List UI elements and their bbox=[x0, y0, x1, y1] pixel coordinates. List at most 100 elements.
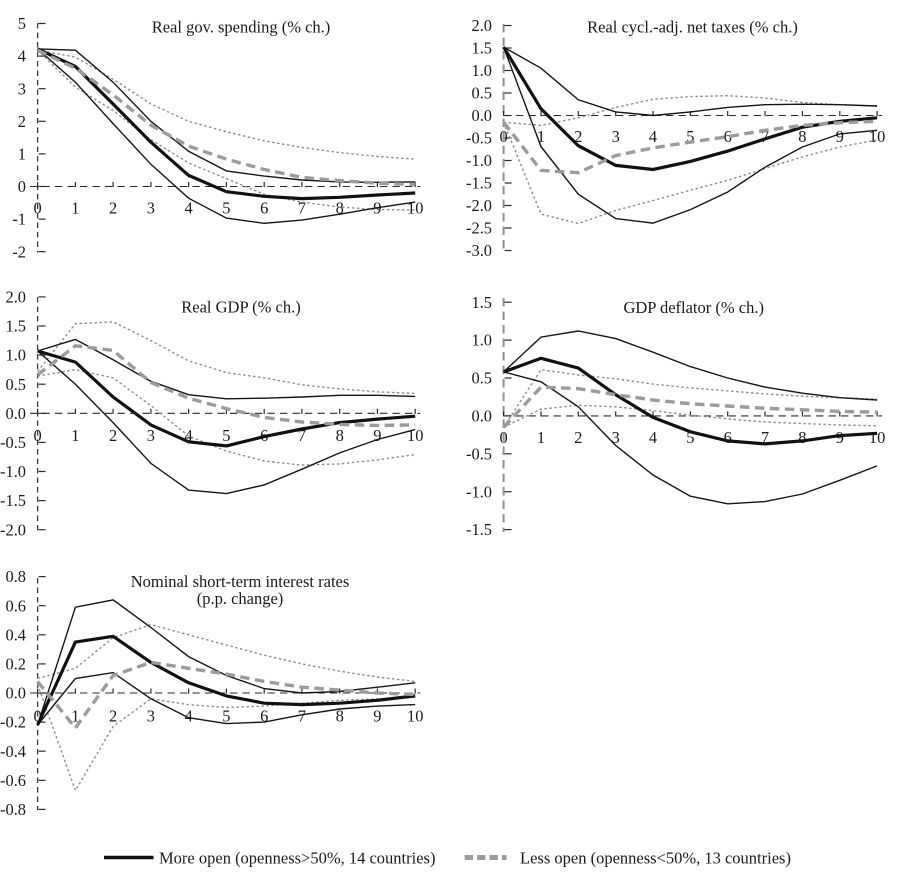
svg-text:5: 5 bbox=[686, 428, 694, 447]
svg-text:-1.0: -1.0 bbox=[466, 151, 492, 170]
svg-text:6: 6 bbox=[260, 199, 268, 218]
svg-text:10: 10 bbox=[869, 428, 885, 447]
svg-text:0.0: 0.0 bbox=[472, 106, 493, 125]
svg-text:9: 9 bbox=[373, 707, 381, 726]
svg-text:2: 2 bbox=[18, 112, 26, 131]
svg-text:2.0: 2.0 bbox=[472, 16, 493, 35]
svg-text:8: 8 bbox=[336, 199, 344, 218]
svg-text:5: 5 bbox=[222, 426, 230, 445]
svg-text:1: 1 bbox=[537, 428, 545, 447]
svg-text:4: 4 bbox=[649, 428, 657, 447]
svg-text:5: 5 bbox=[18, 14, 26, 33]
svg-text:(p.p. change): (p.p. change) bbox=[197, 589, 284, 608]
svg-text:10: 10 bbox=[869, 127, 885, 146]
svg-text:1.5: 1.5 bbox=[472, 293, 493, 312]
svg-text:6: 6 bbox=[260, 707, 268, 726]
svg-text:10: 10 bbox=[407, 426, 423, 445]
svg-text:8: 8 bbox=[336, 707, 344, 726]
svg-text:Real gov. spending (% ch.): Real gov. spending (% ch.) bbox=[152, 18, 331, 37]
svg-text:3: 3 bbox=[18, 79, 26, 98]
svg-text:1.0: 1.0 bbox=[6, 346, 27, 365]
svg-text:-3.0: -3.0 bbox=[466, 241, 492, 260]
svg-text:1.0: 1.0 bbox=[472, 61, 493, 80]
svg-text:7: 7 bbox=[761, 127, 769, 146]
svg-text:1.5: 1.5 bbox=[6, 317, 27, 336]
svg-text:GDP deflator (% ch.): GDP deflator (% ch.) bbox=[623, 298, 764, 317]
svg-text:4: 4 bbox=[184, 707, 192, 726]
svg-text:-0.5: -0.5 bbox=[466, 129, 492, 148]
svg-text:-1: -1 bbox=[12, 210, 26, 229]
svg-text:7: 7 bbox=[298, 199, 306, 218]
svg-text:2.0: 2.0 bbox=[6, 288, 27, 307]
svg-text:3: 3 bbox=[612, 428, 620, 447]
svg-text:5: 5 bbox=[686, 127, 694, 146]
svg-text:1: 1 bbox=[71, 707, 79, 726]
svg-text:-2: -2 bbox=[12, 242, 26, 261]
svg-text:7: 7 bbox=[298, 707, 306, 726]
svg-text:3: 3 bbox=[147, 199, 155, 218]
svg-text:2: 2 bbox=[109, 707, 117, 726]
svg-text:0.5: 0.5 bbox=[472, 369, 493, 388]
svg-text:-1.5: -1.5 bbox=[466, 520, 492, 539]
svg-text:-2.0: -2.0 bbox=[466, 196, 492, 215]
svg-text:4: 4 bbox=[649, 127, 657, 146]
svg-text:1.0: 1.0 bbox=[472, 331, 493, 350]
svg-text:-0.5: -0.5 bbox=[0, 433, 26, 452]
svg-text:0.6: 0.6 bbox=[6, 596, 27, 615]
svg-text:Real cycl.-adj. net taxes (% c: Real cycl.-adj. net taxes (% ch.) bbox=[587, 18, 798, 37]
svg-text:1: 1 bbox=[537, 127, 545, 146]
svg-text:6: 6 bbox=[724, 127, 732, 146]
svg-text:3: 3 bbox=[147, 426, 155, 445]
svg-text:2: 2 bbox=[109, 426, 117, 445]
svg-text:-0.2: -0.2 bbox=[0, 713, 26, 732]
svg-text:7: 7 bbox=[761, 428, 769, 447]
svg-text:4: 4 bbox=[184, 199, 192, 218]
svg-text:0.0: 0.0 bbox=[6, 404, 27, 423]
svg-text:1: 1 bbox=[18, 145, 26, 164]
svg-text:Less open (openness<50%, 13 co: Less open (openness<50%, 13 countries) bbox=[520, 849, 791, 868]
svg-text:0.4: 0.4 bbox=[6, 625, 27, 644]
svg-text:3: 3 bbox=[147, 707, 155, 726]
svg-text:9: 9 bbox=[836, 428, 844, 447]
svg-text:0.0: 0.0 bbox=[472, 407, 493, 426]
svg-text:Nominal short-term interest ra: Nominal short-term interest rates bbox=[131, 572, 350, 591]
svg-text:3: 3 bbox=[612, 127, 620, 146]
svg-text:-0.5: -0.5 bbox=[466, 444, 492, 463]
svg-text:0.2: 0.2 bbox=[6, 655, 27, 674]
svg-text:6: 6 bbox=[724, 428, 732, 447]
svg-text:-0.8: -0.8 bbox=[0, 800, 26, 819]
svg-text:0.8: 0.8 bbox=[6, 567, 27, 586]
svg-text:-0.6: -0.6 bbox=[0, 771, 26, 790]
svg-text:2: 2 bbox=[574, 428, 582, 447]
svg-text:1: 1 bbox=[71, 426, 79, 445]
svg-text:-1.5: -1.5 bbox=[0, 491, 26, 510]
svg-text:8: 8 bbox=[798, 127, 806, 146]
svg-text:-2.0: -2.0 bbox=[0, 520, 26, 539]
svg-text:-1.5: -1.5 bbox=[466, 174, 492, 193]
svg-text:0: 0 bbox=[33, 426, 41, 445]
svg-text:9: 9 bbox=[836, 127, 844, 146]
svg-text:0.5: 0.5 bbox=[472, 84, 493, 103]
svg-text:5: 5 bbox=[222, 199, 230, 218]
svg-text:0: 0 bbox=[499, 428, 507, 447]
svg-text:More open (openness>50%, 14 co: More open (openness>50%, 14 countries) bbox=[159, 849, 435, 868]
svg-text:0.0: 0.0 bbox=[6, 684, 27, 703]
svg-text:9: 9 bbox=[373, 426, 381, 445]
svg-text:4: 4 bbox=[18, 47, 26, 66]
svg-text:-0.4: -0.4 bbox=[0, 742, 26, 761]
svg-text:5: 5 bbox=[222, 707, 230, 726]
svg-text:10: 10 bbox=[407, 707, 423, 726]
svg-text:8: 8 bbox=[798, 428, 806, 447]
svg-text:8: 8 bbox=[336, 426, 344, 445]
svg-text:1.5: 1.5 bbox=[472, 39, 493, 58]
svg-text:0: 0 bbox=[499, 127, 507, 146]
svg-text:2: 2 bbox=[109, 199, 117, 218]
svg-text:-2.5: -2.5 bbox=[466, 219, 492, 238]
svg-text:0: 0 bbox=[33, 707, 41, 726]
svg-text:0: 0 bbox=[18, 177, 26, 196]
svg-text:Real GDP (% ch.): Real GDP (% ch.) bbox=[181, 298, 300, 317]
svg-text:7: 7 bbox=[298, 426, 306, 445]
svg-text:2: 2 bbox=[574, 127, 582, 146]
svg-text:0.5: 0.5 bbox=[6, 375, 27, 394]
svg-text:10: 10 bbox=[407, 199, 423, 218]
